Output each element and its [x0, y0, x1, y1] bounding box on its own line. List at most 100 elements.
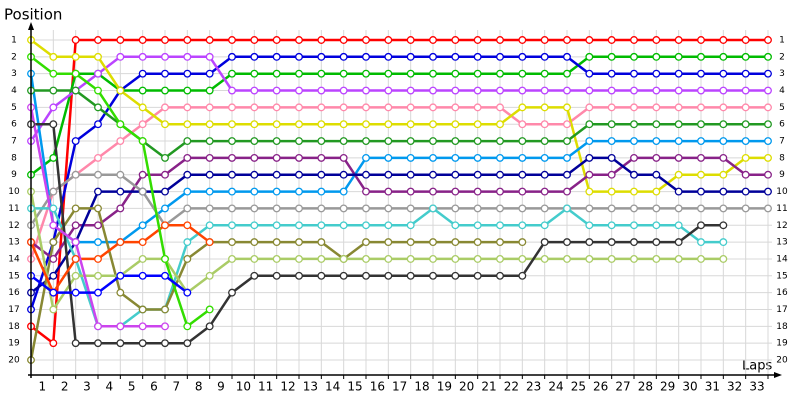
y-tick-label-right: 6 [779, 120, 785, 130]
lap-marker [563, 254, 571, 263]
x-axis-label: Laps [742, 359, 772, 374]
series-line [29, 106, 768, 260]
lap-marker [496, 254, 504, 263]
x-tick-label: 7 [173, 380, 181, 394]
lap-marker [585, 120, 594, 129]
y-tick-label: 18 [8, 322, 20, 332]
lap-marker [652, 69, 661, 78]
x-tick-label: 24 [548, 380, 563, 394]
lap-marker [205, 86, 214, 95]
lap-marker [228, 120, 236, 129]
lap-marker [496, 238, 504, 247]
lap-marker [205, 187, 214, 196]
x-tick-label: 5 [128, 380, 136, 394]
lap-marker [496, 69, 504, 78]
lap-marker [451, 153, 460, 162]
x-tick-label: 12 [280, 380, 295, 394]
y-tick-label: 12 [8, 221, 19, 231]
lap-marker [674, 36, 683, 44]
lap-marker [339, 86, 348, 95]
lap-marker [205, 36, 214, 44]
lap-marker [518, 153, 527, 162]
lap-marker [473, 153, 482, 162]
lap-marker [183, 339, 192, 348]
lap-marker [585, 137, 594, 146]
lap-marker [674, 254, 683, 263]
lap-marker [451, 86, 460, 95]
lap-marker [630, 103, 638, 112]
lap-marker [429, 187, 437, 196]
lap-marker [607, 170, 616, 179]
lap-marker [540, 36, 549, 44]
lap-marker [764, 204, 772, 213]
lap-marker [339, 187, 348, 196]
lap-marker [49, 238, 58, 247]
lap-marker [250, 204, 259, 213]
lap-marker [94, 52, 102, 61]
x-tick-label: 15 [347, 380, 362, 394]
lap-marker [138, 52, 147, 61]
lap-marker [496, 52, 504, 61]
lap-marker [540, 187, 549, 196]
y-tick-label-right: 17 [776, 305, 787, 315]
lap-marker [719, 69, 728, 78]
y-axis-arrow [28, 22, 34, 30]
series-line [29, 73, 768, 244]
x-tick-label: 26 [593, 380, 608, 394]
lap-marker [94, 254, 102, 263]
series-line [30, 38, 768, 345]
lap-marker [406, 187, 415, 196]
lap-marker [295, 204, 303, 213]
lap-marker [183, 322, 192, 331]
lap-marker [406, 52, 415, 61]
lap-marker [607, 153, 616, 162]
lap-marker [451, 52, 460, 61]
lap-marker [697, 187, 705, 196]
lap-marker [540, 221, 549, 230]
lap-marker [116, 204, 125, 213]
lap-marker [674, 103, 683, 112]
y-tick-label-right: 8 [779, 153, 785, 163]
lap-marker [719, 204, 728, 213]
lap-marker [116, 120, 125, 129]
lap-marker [49, 339, 58, 348]
lap-marker [138, 86, 147, 95]
lap-marker [473, 221, 482, 230]
y-tick-label-right: 2 [779, 52, 785, 62]
lap-marker [138, 322, 147, 331]
lap-marker [630, 238, 638, 247]
lap-marker [49, 86, 58, 95]
lap-marker [161, 221, 169, 230]
lap-marker [384, 271, 393, 280]
lap-marker [250, 221, 259, 230]
lap-marker [183, 103, 192, 112]
lap-marker [451, 271, 460, 280]
lap-marker [228, 238, 236, 247]
lap-marker [518, 69, 527, 78]
lap-marker [674, 238, 683, 247]
lap-marker [161, 170, 169, 179]
lap-marker [741, 137, 750, 146]
lap-marker [741, 204, 750, 213]
lap-marker [518, 120, 527, 129]
lap-marker [697, 36, 705, 44]
y-tick-label-right: 18 [776, 322, 788, 332]
lap-marker [540, 120, 549, 129]
lap-marker [317, 221, 326, 230]
lap-marker [317, 153, 326, 162]
lap-marker [518, 170, 527, 179]
lap-marker [317, 170, 326, 179]
lap-marker [161, 153, 169, 162]
lap-marker [406, 36, 415, 44]
lap-marker [205, 271, 214, 280]
lap-marker [250, 170, 259, 179]
lap-marker [764, 137, 772, 146]
lap-marker [272, 221, 281, 230]
x-tick-label: 28 [638, 380, 653, 394]
x-tick-label: 33 [749, 380, 764, 394]
lap-marker [272, 103, 281, 112]
y-axis-label: Position [4, 6, 62, 24]
y-tick-label: 1 [11, 36, 17, 46]
lap-marker [71, 170, 80, 179]
y-tick-label-right: 13 [776, 238, 787, 248]
